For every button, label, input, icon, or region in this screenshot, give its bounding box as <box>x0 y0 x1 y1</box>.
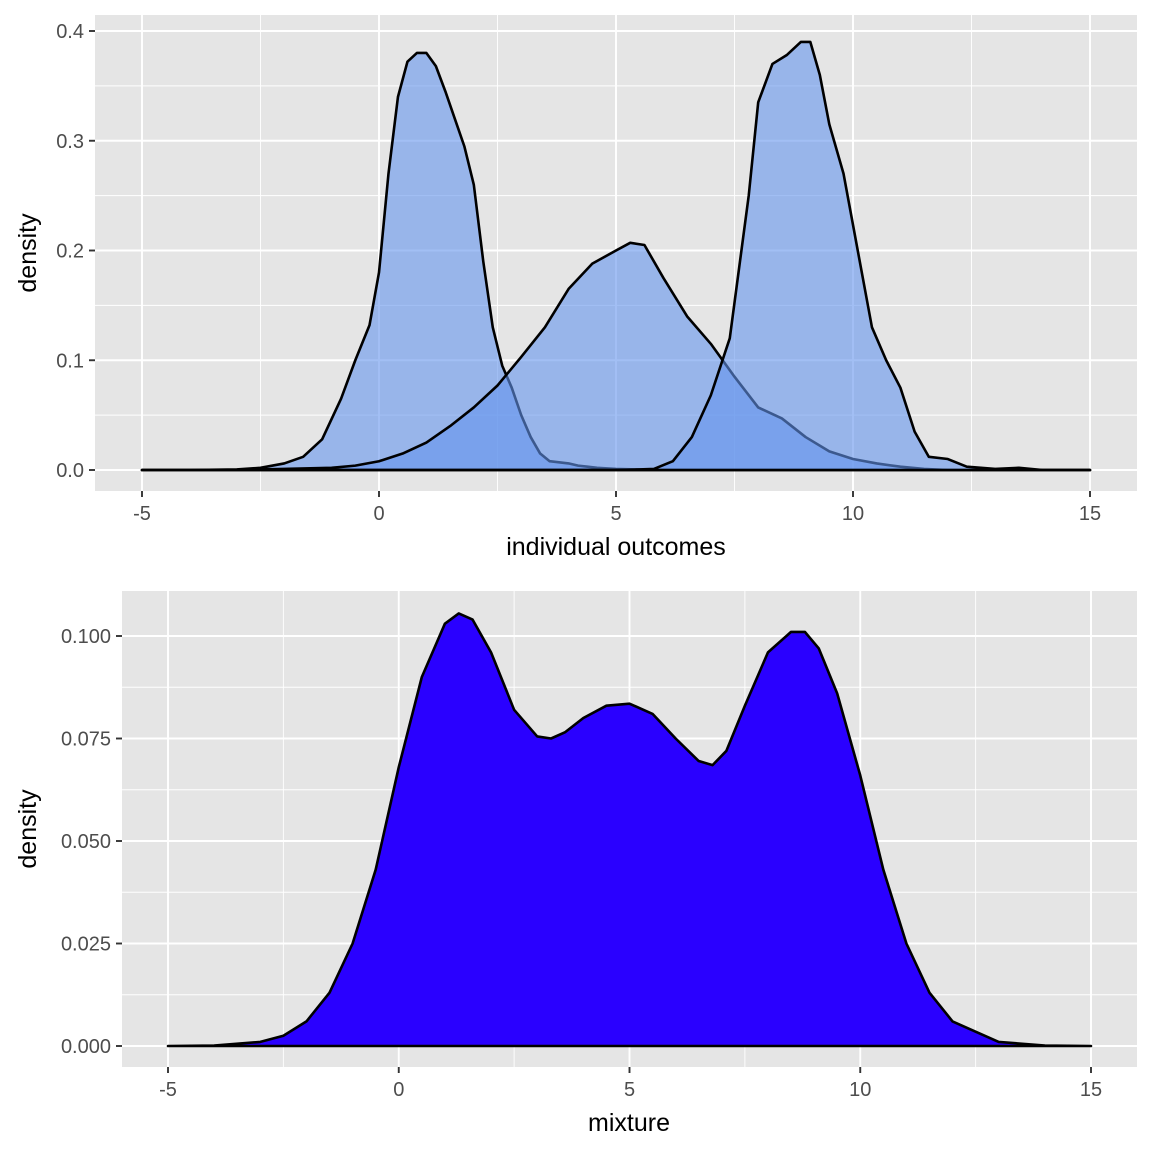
y-tick-label: 0.025 <box>61 934 111 956</box>
x-tick-label: 15 <box>1080 1079 1102 1101</box>
y-tick-label: 0.3 <box>56 131 84 153</box>
y-tick-label: 0.1 <box>56 350 84 372</box>
x-tick-label: 0 <box>393 1079 404 1101</box>
density-areas <box>140 40 1092 472</box>
y-tick-label: 0.000 <box>61 1036 111 1058</box>
y-tick-label: 0.4 <box>56 21 84 43</box>
x-tick-label: 15 <box>1079 503 1101 525</box>
x-tick-label: -5 <box>133 503 151 525</box>
y-tick-label: 0.075 <box>61 729 111 751</box>
panel-mixture: -5 0 5 10 15 0.000 0.025 0.050 0.075 0.100 mixtu… <box>14 591 1137 1137</box>
x-axis: -5 0 5 10 15 <box>133 491 1101 525</box>
x-tick-label: 10 <box>849 1079 871 1101</box>
x-tick-label: -5 <box>159 1079 177 1101</box>
y-tick-label: 0.100 <box>61 626 111 648</box>
x-tick-label: 0 <box>373 503 384 525</box>
x-tick-label: 10 <box>842 503 864 525</box>
x-axis: -5 0 5 10 15 <box>159 1067 1102 1101</box>
density-area-3 <box>140 40 1092 472</box>
y-axis-title: density <box>14 789 42 869</box>
panel-individual-outcomes: -5 0 5 10 15 0.0 0.1 0.2 0.3 0.4 individual outc… <box>14 15 1137 561</box>
y-tick-label: 0.2 <box>56 241 84 263</box>
y-tick-label: 0.050 <box>61 831 111 853</box>
density-areas <box>166 612 1093 1048</box>
y-axis: 0.0 0.1 0.2 0.3 0.4 <box>56 21 95 482</box>
y-axis-title: density <box>14 213 42 293</box>
x-tick-label: 5 <box>624 1079 635 1101</box>
density-area-1 <box>166 612 1093 1048</box>
y-tick-label: 0.0 <box>56 460 84 482</box>
x-axis-title: individual outcomes <box>506 533 726 561</box>
y-axis: 0.000 0.025 0.050 0.075 0.100 <box>61 626 122 1058</box>
x-tick-label: 5 <box>610 503 621 525</box>
x-axis-title: mixture <box>588 1109 670 1137</box>
